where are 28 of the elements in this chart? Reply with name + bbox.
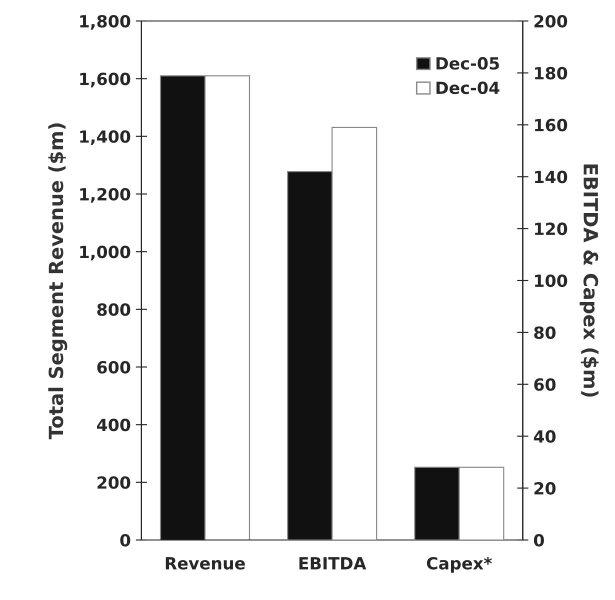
y2-tick-label: 0 bbox=[534, 534, 544, 547]
y-tick-label: 1,400 bbox=[80, 130, 130, 146]
y-tick-label: 600 bbox=[97, 360, 130, 374]
y-tick-label: 0 bbox=[120, 534, 130, 547]
legend-label: Dec-04 bbox=[436, 82, 500, 94]
y-tick-label: 400 bbox=[96, 418, 130, 432]
y2-tick-label: 20 bbox=[534, 482, 556, 495]
y2-tick-label: 180 bbox=[535, 66, 568, 80]
y2-tick-label: 160 bbox=[535, 118, 568, 132]
y-tick-label: 1,600 bbox=[80, 72, 130, 88]
y2-tick-label: 200 bbox=[534, 14, 568, 28]
y-tick-label: 200 bbox=[98, 476, 130, 489]
y2-tick-label: 120 bbox=[535, 222, 568, 236]
y-tick-label: 1,000 bbox=[80, 246, 130, 260]
y2-tick-label: 100 bbox=[535, 274, 568, 288]
x-tick-label: Capex* bbox=[426, 556, 492, 573]
y2-tick-label: 140 bbox=[535, 170, 568, 184]
x-tick-label: EBITDA bbox=[299, 557, 366, 570]
legend-label: Dec-05 bbox=[436, 57, 499, 70]
y-axis-title: Total Segment Revenue ($m) bbox=[48, 123, 68, 440]
x-tick-label: Revenue bbox=[166, 557, 245, 570]
y-tick-label: 1,200 bbox=[80, 188, 130, 203]
y2-tick-label: 40 bbox=[534, 430, 556, 443]
y2-axis-title: EBITDA & Capex ($m) bbox=[580, 164, 599, 397]
y-tick-label: 800 bbox=[97, 303, 130, 316]
y2-tick-label: 80 bbox=[534, 326, 556, 339]
y2-tick-label: 60 bbox=[534, 378, 556, 391]
y-tick-label: 1,800 bbox=[80, 14, 130, 30]
